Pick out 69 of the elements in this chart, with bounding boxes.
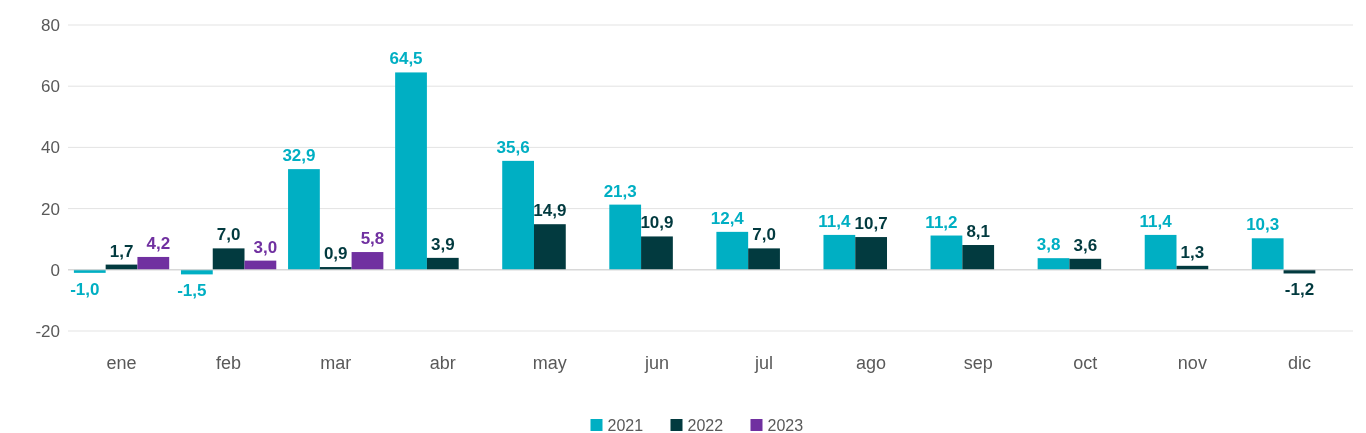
- data-label: 1,7: [109, 241, 134, 261]
- bar: [502, 160, 534, 270]
- bar: [533, 224, 566, 270]
- data-label: 21,3: [603, 181, 637, 201]
- x-tick-label: oct: [1073, 353, 1098, 373]
- x-tick-label: may: [532, 353, 567, 373]
- bar: [1144, 234, 1177, 270]
- x-tick-label: jun: [643, 353, 669, 373]
- data-label: 1,3: [1180, 242, 1205, 262]
- bar: [395, 72, 427, 270]
- bar: [1037, 258, 1070, 270]
- data-label: 3,0: [253, 237, 278, 257]
- data-label: 7,0: [752, 225, 776, 245]
- data-label: -1,0: [70, 279, 100, 299]
- data-label: 8,1: [966, 222, 991, 242]
- data-label: 3,9: [430, 234, 455, 254]
- data-label: 11,4: [818, 211, 851, 231]
- bar: [716, 231, 749, 270]
- legend-label: 2021: [607, 417, 644, 433]
- data-label: 4,2: [146, 233, 171, 253]
- bar: [288, 169, 320, 270]
- data-label: 11,2: [925, 212, 958, 232]
- y-tick-label: 20: [41, 199, 60, 219]
- x-tick-label: dic: [1287, 353, 1311, 373]
- bar: [137, 256, 170, 270]
- bar: [1069, 258, 1102, 270]
- legend-label: 2023: [767, 417, 804, 433]
- x-tick-label: feb: [216, 353, 242, 373]
- x-tick-label: ene: [106, 353, 137, 373]
- bar: [855, 237, 888, 270]
- data-label: 10,9: [640, 213, 674, 233]
- bar: [609, 204, 642, 270]
- data-label: 5,8: [360, 229, 385, 249]
- bar: [351, 252, 384, 270]
- data-label: 35,6: [496, 137, 530, 157]
- y-tick-label: 60: [41, 77, 60, 97]
- y-tick-label: 0: [50, 260, 60, 280]
- bar: [212, 248, 245, 270]
- data-label: 64,5: [389, 49, 423, 69]
- data-label: 10,3: [1246, 215, 1280, 235]
- bar: [823, 234, 856, 270]
- x-tick-label: nov: [1177, 353, 1207, 373]
- data-label: 14,9: [533, 201, 567, 221]
- x-tick-label: mar: [320, 353, 352, 373]
- data-label: 3,6: [1073, 235, 1098, 255]
- data-label: -1,5: [177, 281, 207, 301]
- bar: [73, 269, 106, 273]
- data-label: -1,2: [1284, 280, 1315, 300]
- data-label: 3,8: [1036, 235, 1061, 255]
- x-tick-label: ago: [856, 353, 887, 373]
- x-tick-label: jul: [754, 353, 774, 373]
- data-label: 11,4: [1139, 211, 1173, 231]
- y-tick-label: 40: [41, 138, 60, 158]
- bar: [748, 248, 780, 270]
- bar: [641, 236, 673, 270]
- x-tick-label: abr: [429, 353, 456, 373]
- data-label: 12,4: [710, 208, 745, 228]
- data-label: 32,9: [282, 146, 316, 166]
- bar: [1251, 238, 1284, 270]
- data-label: 10,7: [854, 214, 888, 234]
- data-label: 7,0: [216, 225, 241, 245]
- y-tick-label: -20: [35, 322, 60, 341]
- x-tick-label: sep: [963, 353, 993, 373]
- bar: [962, 245, 995, 270]
- data-label: 0,9: [323, 244, 348, 264]
- bar: [930, 235, 963, 270]
- legend-label: 2022: [687, 417, 724, 433]
- bar: [426, 257, 459, 270]
- y-tick-label: 80: [41, 16, 60, 35]
